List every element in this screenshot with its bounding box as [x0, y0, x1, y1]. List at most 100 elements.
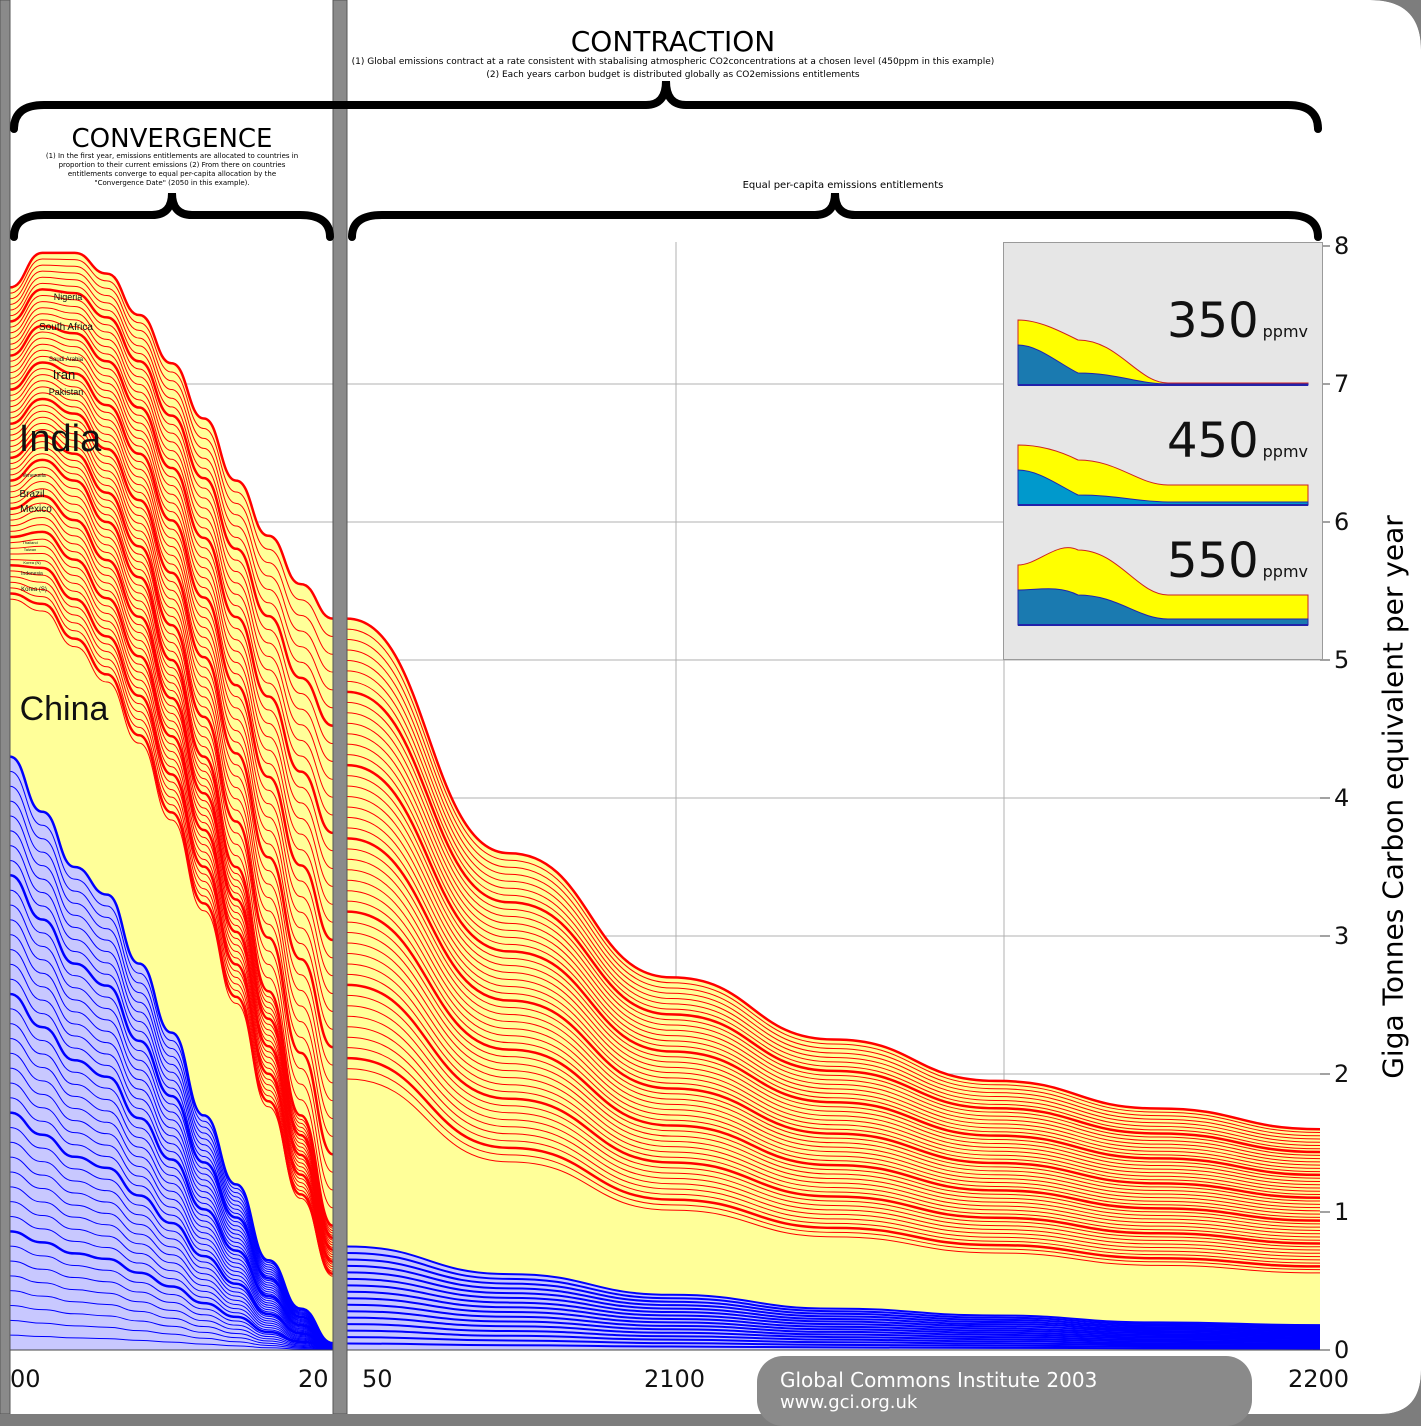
- red-line-right: [346, 1078, 1321, 1274]
- convergence-note-2: proportion to their current emissions (2…: [58, 161, 286, 169]
- gci-credit-title: Global Commons Institute 2003: [780, 1368, 1098, 1392]
- red-line-left: [9, 458, 334, 1228]
- red-line-left: [9, 301, 334, 762]
- red-line-left: [9, 545, 334, 1256]
- blue-line-left: [9, 1037, 334, 1347]
- blue-line-right: [346, 1336, 1321, 1348]
- red-line-left: [9, 324, 334, 835]
- blue-line-left: [9, 1082, 334, 1348]
- red-line-right: [346, 628, 1321, 1133]
- blue-line-right: [346, 1258, 1321, 1330]
- red-line-right: [346, 701, 1321, 1156]
- red-line-right: [346, 754, 1321, 1173]
- red-line-left: [9, 581, 334, 1270]
- equal-per-capita-label: Equal per-capita emissions entitlements: [742, 180, 944, 191]
- red-line-left: [9, 447, 334, 1191]
- blue-line-left: [9, 1260, 334, 1350]
- convergence-note-1: (1) In the first year, emissions entitle…: [45, 152, 299, 160]
- blue-line-left: [9, 859, 334, 1345]
- x-tick-label: 00: [10, 1365, 41, 1393]
- red-line-left: [9, 251, 334, 620]
- red-line-left: [9, 422, 334, 1120]
- red-line-left: [9, 380, 334, 995]
- red-line-right: [346, 869, 1321, 1209]
- red-line-right: [346, 973, 1321, 1241]
- red-line-left: [9, 337, 334, 870]
- red-line-right: [346, 827, 1321, 1196]
- inset-yellow-area: [1017, 319, 1309, 386]
- blue-line-left: [9, 889, 334, 1346]
- blue-line-left: [9, 1275, 334, 1350]
- red-line-right: [346, 796, 1321, 1186]
- red-line-right: [346, 1005, 1321, 1251]
- blue-line-left: [9, 1141, 334, 1349]
- blue-line-left: [9, 1111, 334, 1349]
- country-label: China: [19, 690, 109, 728]
- red-line-right: [346, 837, 1321, 1200]
- blue-line-right: [346, 1251, 1321, 1328]
- red-line-right: [346, 816, 1321, 1192]
- red-line-right: [346, 963, 1321, 1238]
- inset-blue-area: [1017, 469, 1309, 506]
- red-line-right: [346, 649, 1321, 1140]
- blue-line-left: [9, 948, 334, 1346]
- country-label: Pakistan: [48, 387, 84, 397]
- blue-line-left: [9, 1186, 334, 1349]
- blue-line-left: [9, 1023, 334, 1347]
- country-label: Korea (N): [23, 560, 41, 565]
- blue-line-right: [346, 1310, 1321, 1342]
- blue-line-left: [9, 1290, 334, 1350]
- red-line-right: [346, 1047, 1321, 1264]
- contraction-title: CONTRACTION: [570, 25, 776, 58]
- red-line-left: [9, 564, 334, 1264]
- red-line-right: [346, 994, 1321, 1248]
- blue-line-right: [346, 1297, 1321, 1339]
- red-line-right: [346, 785, 1321, 1182]
- red-line-right: [346, 900, 1321, 1218]
- blue-line-left: [9, 785, 334, 1344]
- contraction-brace: [10, 80, 1322, 133]
- scenario-inset: 350 ppmv 450 ppmv 550 ppmv: [1003, 242, 1323, 660]
- red-line-right: [346, 921, 1321, 1225]
- red-line-right: [346, 690, 1321, 1154]
- red-line-right: [346, 670, 1321, 1147]
- red-line-right: [346, 617, 1321, 1131]
- red-line-right: [346, 1036, 1321, 1261]
- blue-line-left: [9, 874, 334, 1346]
- country-label: Thailand: [22, 540, 38, 545]
- red-line-right: [346, 659, 1321, 1143]
- y-tick-label: 5: [1334, 646, 1350, 674]
- ppm-550: 550 ppmv: [1167, 533, 1308, 589]
- red-line-right: [346, 1015, 1321, 1254]
- blue-line-left: [9, 770, 334, 1344]
- blue-line-left: [9, 919, 334, 1346]
- blue-line-right: [346, 1264, 1321, 1331]
- corner-bottom-right: [1380, 1370, 1421, 1414]
- red-line-right: [346, 1026, 1321, 1258]
- country-label: Saudi Arabia: [48, 357, 84, 363]
- blue-line-left: [9, 992, 334, 1348]
- country-label: India: [18, 418, 102, 460]
- ppm-450: 450 ppmv: [1167, 413, 1308, 469]
- convergence-title: CONVERGENCE: [71, 124, 273, 154]
- red-line-left: [9, 509, 334, 1244]
- inset-blue-area: [1017, 588, 1309, 626]
- y-tick-label: 8: [1334, 232, 1350, 260]
- blue-line-right: [346, 1342, 1321, 1350]
- red-line-left: [9, 552, 334, 1258]
- red-line-left: [9, 576, 334, 1268]
- red-line-right: [346, 942, 1321, 1231]
- y-tick-label: 2: [1334, 1060, 1350, 1088]
- gci-credit-url[interactable]: www.gci.org.uk: [780, 1392, 918, 1413]
- y-tick-label: 4: [1334, 784, 1350, 812]
- blue-line-right: [346, 1323, 1321, 1345]
- red-line-left: [9, 530, 334, 1252]
- red-line-left: [9, 538, 334, 1253]
- country-label: Taiwan: [23, 547, 37, 552]
- red-line-left: [9, 480, 334, 1234]
- blue-line-left: [9, 1334, 334, 1351]
- blue-line-left: [9, 963, 334, 1347]
- y-tick-label: 6: [1334, 508, 1350, 536]
- red-line-right: [346, 743, 1321, 1169]
